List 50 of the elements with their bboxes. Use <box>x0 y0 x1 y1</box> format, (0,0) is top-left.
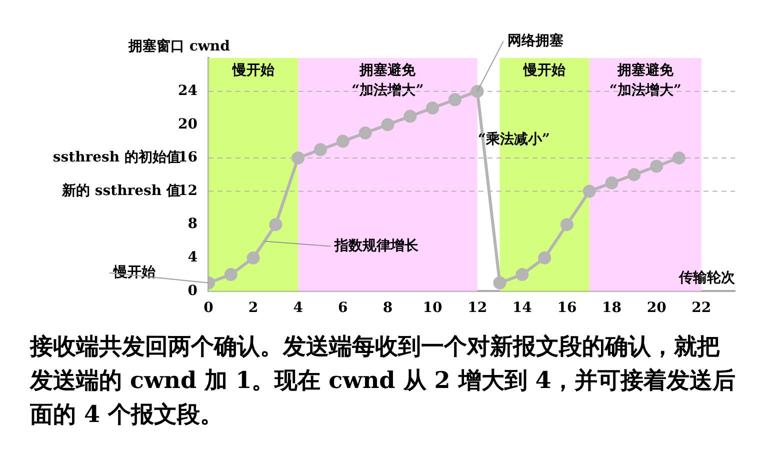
point <box>628 168 641 182</box>
point <box>292 151 305 164</box>
y-tick-label: 8 <box>188 216 198 232</box>
x-tick-label: 6 <box>338 300 348 316</box>
point <box>538 251 552 264</box>
x-tick-label: 22 <box>692 300 712 316</box>
point <box>605 176 618 190</box>
x-tick-label: 20 <box>646 300 667 316</box>
x-tick-label: 18 <box>602 300 622 316</box>
y-tick-label: 0 <box>188 282 198 299</box>
point <box>336 134 350 148</box>
x-axis-title: 传输轮次 <box>678 270 736 286</box>
ref-line-label: 新的 ssthresh 值 <box>60 182 180 199</box>
band-label: 慢开始 <box>231 62 276 79</box>
point <box>672 151 686 164</box>
point <box>560 218 574 232</box>
point <box>314 143 328 156</box>
point <box>269 218 282 232</box>
point <box>516 268 529 282</box>
annotation: 指数规律增长 <box>333 238 420 254</box>
x-tick-label: 14 <box>512 300 532 316</box>
ref-line-label: ssthresh 的初始值 <box>52 148 180 166</box>
x-tick-label: 16 <box>557 300 577 316</box>
point <box>224 268 238 282</box>
annotation: 网络拥塞 <box>507 32 564 49</box>
band-label: 拥塞避免 “加法增大” <box>609 62 682 99</box>
point <box>404 110 417 123</box>
band-label: 拥塞避免 “加法增大” <box>352 62 424 99</box>
point <box>358 126 372 140</box>
point <box>381 118 394 132</box>
y-tick-label: 20 <box>178 116 198 132</box>
annotation: “乘法减小” <box>478 131 550 148</box>
x-tick-label: 10 <box>422 300 443 316</box>
text: 接收端共发回两个确认。发送端每收到一个对新报文段的确认，就把发送端的 cwnd 加 1。现在 cwnd 从 2 增大到 4，并可接着发送后面的 4 个报文段。 <box>30 332 736 430</box>
x-tick-label: 0 <box>204 300 214 316</box>
band-label: 慢开始 <box>522 62 567 79</box>
point <box>582 184 596 198</box>
point <box>246 251 260 264</box>
x-tick-label: 4 <box>293 300 304 316</box>
y-axis-title: 拥塞窗口 cwnd <box>127 38 230 55</box>
x-tick-label: 2 <box>248 300 258 316</box>
point <box>448 93 462 106</box>
y-tick-label: 4 <box>188 250 198 266</box>
point <box>470 84 484 98</box>
y-tick-label: 24 <box>178 82 198 99</box>
x-tick-label: 12 <box>468 300 488 316</box>
point <box>493 276 506 290</box>
point <box>650 160 664 173</box>
x-tick-label: 8 <box>382 300 393 316</box>
point <box>426 101 440 114</box>
